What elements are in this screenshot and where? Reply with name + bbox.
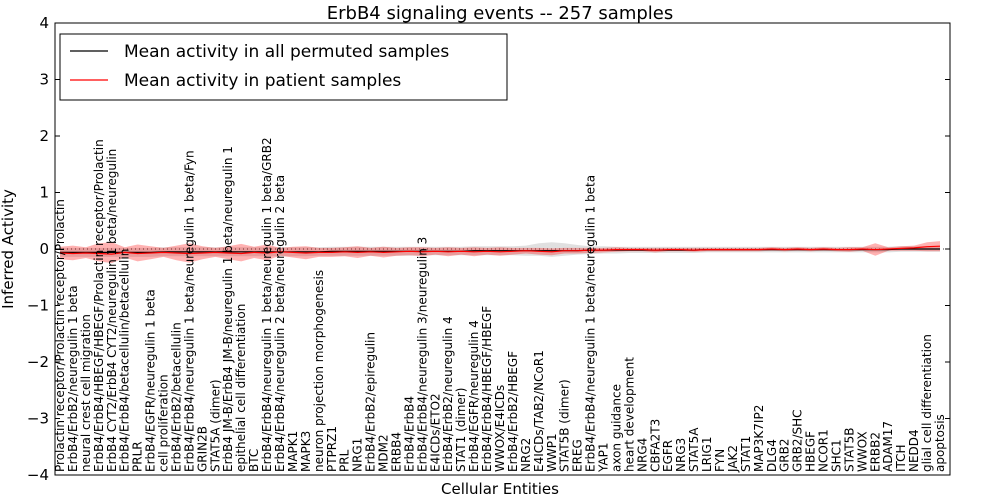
x-tick-label: NRG3 bbox=[674, 438, 688, 472]
x-tick-label: ErbB4/ErbB4/neuregulin 2 beta/neuregulin… bbox=[273, 175, 287, 472]
x-tick-label: glial cell differentiation bbox=[920, 334, 934, 472]
x-tick-label: STAT5A (dimer) bbox=[208, 379, 222, 472]
y-tick-label: −3 bbox=[27, 410, 49, 428]
x-tick-label: NEDD4 bbox=[907, 429, 921, 472]
x-tick-label: GRB2 bbox=[778, 438, 792, 472]
x-tick-label: ADAM17 bbox=[881, 421, 895, 472]
x-tick-label: CBFA2T3 bbox=[648, 419, 662, 472]
y-tick-label: −4 bbox=[27, 466, 49, 484]
x-tick-label: MDM2 bbox=[377, 434, 391, 472]
y-tick-label: 1 bbox=[39, 184, 49, 202]
x-tick-label: ErbB4/ErbB4/neuregulin 3/neuregulin 3 bbox=[415, 237, 429, 472]
x-tick-label: PRL bbox=[338, 449, 352, 472]
plot-frame bbox=[54, 22, 951, 476]
chart-title: ErbB4 signaling events -- 257 samples bbox=[327, 3, 674, 24]
x-tick-label: PTPRZ1 bbox=[325, 426, 339, 472]
x-tick-label: neuron projection morphogenesis bbox=[312, 270, 326, 472]
permuted-range-band bbox=[60, 242, 940, 257]
x-tick-label: EGFR bbox=[661, 440, 675, 472]
x-tick-label: ITCH bbox=[894, 444, 908, 472]
y-tick-label: 4 bbox=[39, 14, 49, 32]
x-tick-label: WWOX bbox=[855, 431, 869, 472]
x-tick-label: STAT5B bbox=[842, 428, 856, 473]
x-tick-label: ErbB4/ErbB4/HBEGF/HBEGF/Prolactin recept… bbox=[92, 139, 106, 472]
x-tick-label: neural crest cell migration bbox=[79, 314, 93, 472]
x-tick-label: YAP1 bbox=[597, 443, 611, 473]
y-tick-label: 3 bbox=[39, 71, 49, 89]
x-tick-label: PRLR bbox=[131, 441, 145, 472]
x-tick-label: ErbB4/ErbB4/betacellulin/betacellulin bbox=[118, 249, 132, 472]
x-tick-label: NRG4 bbox=[635, 438, 649, 472]
x-tick-label: ErbB4/EGFR/neuregulin 1 beta bbox=[144, 289, 158, 472]
x-tick-label: ErbB4/ErbB2/HBEGF bbox=[506, 351, 520, 472]
patient-mean-line bbox=[59, 245, 941, 255]
y-tick-label: −1 bbox=[27, 297, 49, 315]
x-tick-label: MAP3K7IP2 bbox=[752, 405, 766, 472]
x-tick-label: ErbB4/ErbB4 bbox=[402, 396, 416, 472]
x-tick-label: NRG2 bbox=[519, 438, 533, 472]
x-tick-label: NRG1 bbox=[351, 438, 365, 472]
x-tick-label: E4ICDs/TAB2/NCoR1 bbox=[532, 350, 546, 472]
x-tick-label: JAK2 bbox=[726, 445, 740, 473]
x-tick-label: ErbB4/ErbB4/neuregulin 1 beta/neuregulin… bbox=[584, 175, 598, 472]
x-tick-label: E4ICDs/ETO2 bbox=[428, 393, 442, 472]
x-tick-label: GRB2/SHC bbox=[791, 409, 805, 472]
x-tick-label: DLG4 bbox=[765, 439, 779, 472]
x-tick-label: ErbB4/ErbB2/neuregulin 1 beta bbox=[66, 285, 80, 472]
x-tick-label: STAT1 bbox=[739, 436, 753, 472]
x-tick-label: WWOX/E4ICDs bbox=[493, 385, 507, 472]
x-tick-label: ErbB4/EGFR/neuregulin 4 bbox=[467, 320, 481, 472]
legend-label-permuted: Mean activity in all permuted samples bbox=[124, 42, 449, 62]
x-tick-label: STAT1 (dimer) bbox=[454, 388, 468, 472]
x-tick-label: epithelial cell differentiation bbox=[234, 304, 248, 472]
x-tick-label: STAT5A bbox=[687, 427, 701, 472]
x-tick-label: cell proliferation bbox=[157, 374, 171, 472]
legend: Mean activity in all permuted samples Me… bbox=[59, 33, 508, 101]
x-tick-label: EREG bbox=[571, 439, 585, 472]
x-tick-label: Prolactin receptor/Prolactin receptor/Pr… bbox=[53, 199, 67, 472]
x-tick-label: ErbB4 JM-B/ErbB4 JM-B/neuregulin 1 beta/… bbox=[221, 146, 235, 472]
x-tick-label: MAPK3 bbox=[299, 431, 313, 472]
x-tick-label: ErbB4/ErbB2/betacellulin bbox=[170, 322, 184, 472]
x-axis-label: Cellular Entities bbox=[441, 480, 559, 498]
x-tick-label: ERBB2 bbox=[868, 432, 882, 472]
x-tick-labels: Prolactin receptor/Prolactin receptor/Pr… bbox=[53, 137, 947, 473]
y-axis-label: Inferred Activity bbox=[0, 189, 17, 309]
x-tick-label: FYN bbox=[713, 449, 727, 472]
x-tick-label: NCOR1 bbox=[817, 429, 831, 472]
x-tick-label: LRIG1 bbox=[700, 437, 714, 473]
x-tick-label: ErbB4/ErbB4/neuregulin 1 beta/neuregulin… bbox=[182, 150, 196, 472]
x-tick-label: ErbB4/ErbB4/HBEGF/HBEGF bbox=[480, 306, 494, 472]
y-tick-label: −2 bbox=[27, 353, 49, 371]
legend-label-patient: Mean activity in patient samples bbox=[124, 71, 401, 91]
x-tick-label: STAT5B (dimer) bbox=[558, 379, 572, 472]
x-tick-label: SHC1 bbox=[830, 439, 844, 472]
x-tick-label: BTC bbox=[247, 449, 261, 472]
y-axis: −4 −3 −2 −1 0 1 2 3 4 bbox=[27, 14, 950, 484]
x-tick-label: axon guidance bbox=[610, 384, 624, 472]
legend-box bbox=[59, 33, 508, 101]
x-tick-label: ErbB4/ErbB2/neuregulin 4 bbox=[441, 316, 455, 472]
x-tick-label: ERBB4 bbox=[390, 432, 404, 472]
plot-area bbox=[55, 241, 950, 264]
x-tick-label: GRIN2B bbox=[195, 426, 209, 472]
x-tick-label: ErbB4 CYT2/ErbB4 CYT2/neuregulin 1 beta/… bbox=[105, 149, 119, 472]
y-tick-label: 0 bbox=[39, 240, 49, 258]
x-tick-label: MAPK1 bbox=[286, 431, 300, 472]
y-tick-label: 2 bbox=[39, 127, 49, 145]
x-tick-label: ErbB4/ErbB4/neuregulin 1 beta/neuregulin… bbox=[260, 137, 274, 472]
x-tick-label: WWP1 bbox=[545, 433, 559, 472]
x-tick-label: heart development bbox=[622, 357, 636, 472]
x-tick-label: HBEGF bbox=[804, 431, 818, 472]
x-tick-label: apoptosis bbox=[933, 414, 947, 472]
x-tick-label: ErbB4/ErbB2/epiregulin bbox=[364, 332, 378, 472]
